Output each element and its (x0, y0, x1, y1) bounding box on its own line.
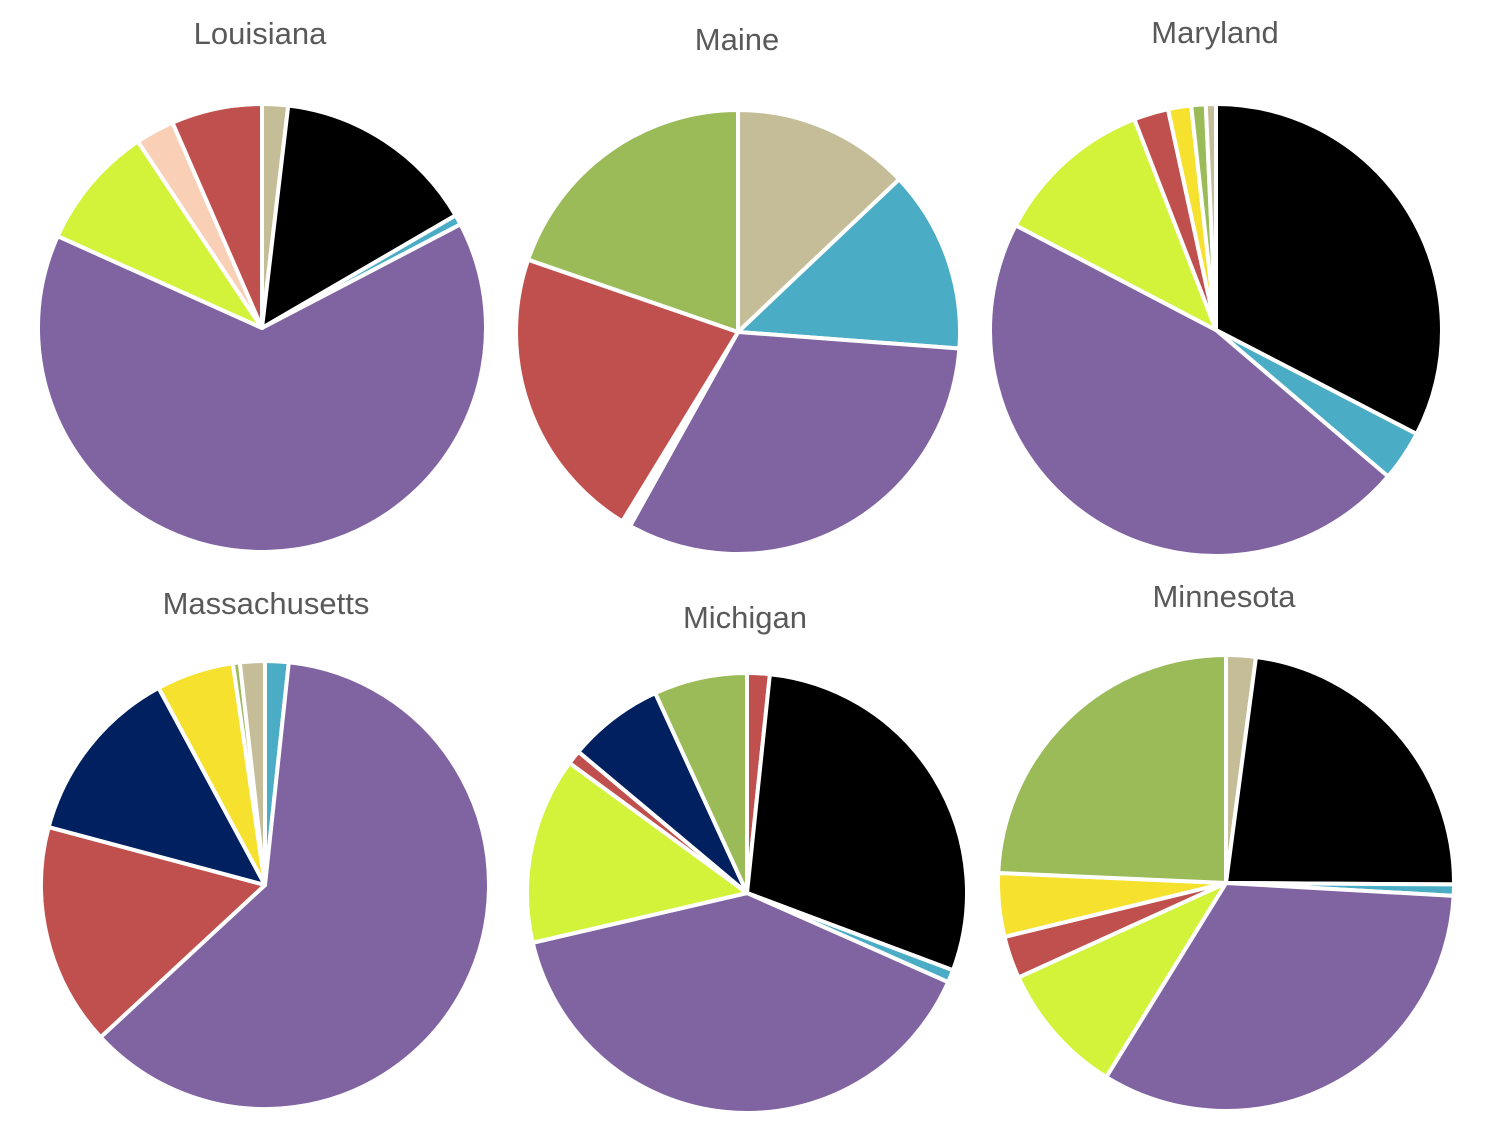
pie-chart-minnesota: Minnesota (996, 579, 1457, 1113)
pie-slice-massachusetts-4 (46, 685, 267, 887)
pie-slice-maine-2 (736, 177, 962, 351)
pie-slice-maine-5 (514, 257, 740, 524)
pie-slice-massachusetts-3 (39, 825, 267, 1040)
pie-slice-michigan-5 (525, 760, 749, 945)
pie-slice-louisiana-2 (260, 103, 458, 330)
pie-slice-louisiana-5 (55, 139, 264, 330)
chart-title-massachusetts: Massachusetts (163, 586, 370, 621)
chart-title-louisiana: Louisiana (194, 16, 327, 51)
pie-slice-maine-3 (628, 330, 962, 556)
chart-title-maryland: Maryland (1151, 15, 1279, 50)
pie-slice-minnesota-8 (996, 653, 1228, 885)
chart-title-minnesota: Minnesota (1152, 579, 1296, 614)
pie-slice-maine-6 (526, 108, 740, 334)
pie-chart-massachusetts: Massachusetts (39, 586, 491, 1111)
pie-slice-maryland-1 (1214, 102, 1444, 436)
pie-slice-maine-1 (736, 108, 902, 334)
pie-slice-maryland-3 (988, 223, 1391, 558)
pie-slice-maryland-4 (1013, 117, 1218, 332)
pie-slice-maryland-8 (1203, 101, 1218, 332)
pie-slice-michigan-8 (653, 671, 749, 895)
pie-slice-massachusetts-2 (98, 660, 491, 1111)
pie-slice-louisiana-7 (170, 102, 264, 330)
pie-chart-michigan: Michigan (525, 600, 969, 1115)
chart-title-michigan: Michigan (683, 600, 807, 635)
pie-chart-maryland: Maryland (988, 15, 1444, 558)
pie-slice-michigan-4 (530, 891, 951, 1115)
pie-chart-louisiana: Louisiana (36, 16, 488, 555)
pie-slice-michigan-2 (745, 672, 969, 973)
chart-title-maine: Maine (695, 22, 779, 57)
pie-chart-maine: Maine (514, 22, 962, 556)
pie-slice-louisiana-4 (36, 222, 488, 555)
pie-slice-massachusetts-7 (237, 658, 267, 887)
pie-slice-minnesota-2 (1224, 654, 1457, 887)
pie-slice-minnesota-5 (1016, 881, 1228, 1080)
